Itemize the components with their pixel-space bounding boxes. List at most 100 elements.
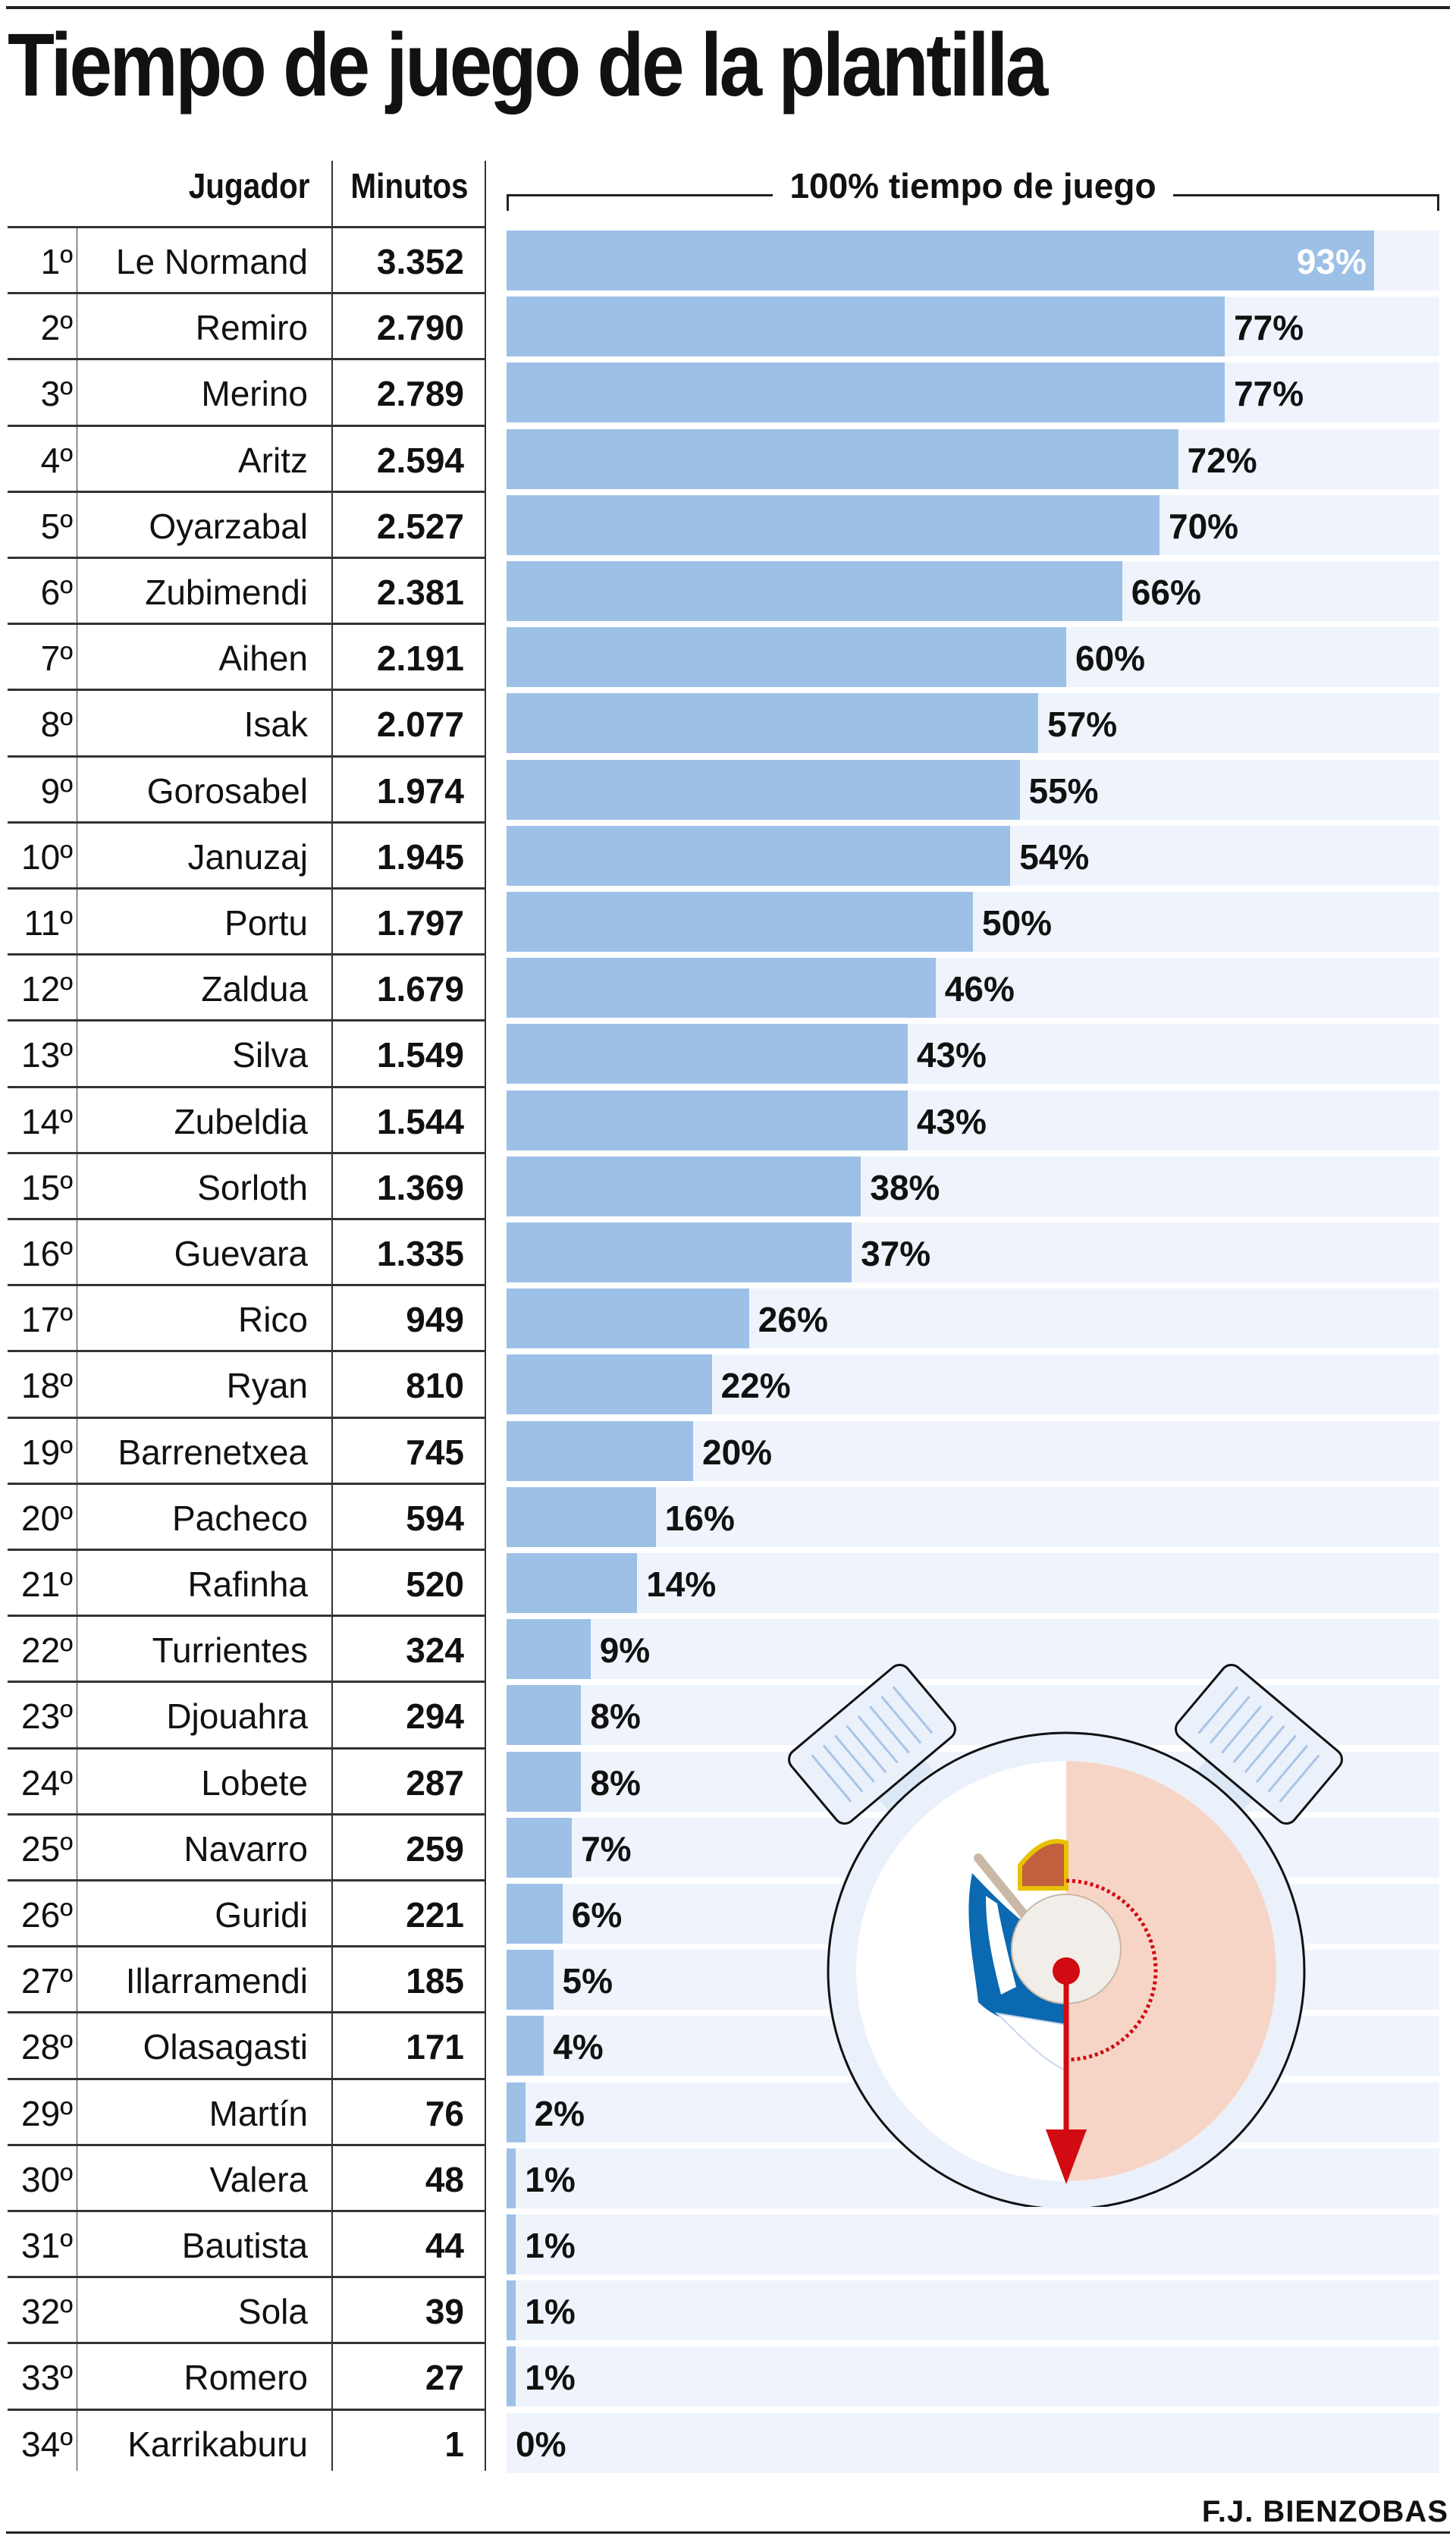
player-name: Lobete xyxy=(201,1762,308,1803)
table-row: 16º Guevara 1.335 37% xyxy=(0,1218,1456,1285)
bar-label: 50% xyxy=(982,903,1053,943)
rank-cell: 25º xyxy=(21,1828,73,1869)
bar-label: 38% xyxy=(870,1167,940,1207)
header-minutes: Minutos xyxy=(350,166,469,206)
table-row: 4º Aritz 2.594 72% xyxy=(0,424,1456,492)
minutes-cell: 27 xyxy=(425,2358,464,2398)
bar-label: 57% xyxy=(1047,705,1118,745)
bar-label: 0% xyxy=(516,2424,566,2464)
stopwatch-button-right xyxy=(1175,1663,1343,1828)
minutes-cell: 1.549 xyxy=(376,1035,464,1075)
top-rule xyxy=(6,6,1450,9)
bar xyxy=(507,494,1159,555)
rank-cell: 21º xyxy=(21,1565,73,1604)
row-separator xyxy=(8,424,485,427)
player-name: Guridi xyxy=(215,1895,308,1935)
row-separator xyxy=(8,1549,485,1551)
rank-cell: 18º xyxy=(21,1366,73,1406)
rank-cell: 32º xyxy=(21,2292,73,2332)
bar xyxy=(507,297,1225,357)
bar xyxy=(507,231,1374,290)
bar-label: 1% xyxy=(525,2159,576,2199)
minutes-cell: 1.974 xyxy=(376,770,464,811)
table-row: 1º Le Normand 3.352 93% xyxy=(0,226,1456,293)
rank-cell: 2º xyxy=(40,308,73,348)
row-separator xyxy=(8,358,485,361)
rank-cell: 1º xyxy=(40,242,73,281)
rank-cell: 31º xyxy=(21,2226,73,2265)
bar-label: 1% xyxy=(525,2358,576,2398)
rank-cell: 9º xyxy=(40,770,73,811)
elapsed-half xyxy=(1066,1761,1276,2181)
row-separator xyxy=(8,953,485,956)
rank-cell: 3º xyxy=(40,374,73,414)
rank-cell: 7º xyxy=(40,639,73,679)
player-name: Ryan xyxy=(226,1366,308,1406)
bar-label: 7% xyxy=(581,1828,632,1869)
row-separator xyxy=(8,1019,485,1022)
stopwatch-pivot xyxy=(1053,1957,1080,1985)
bar xyxy=(507,1156,861,1216)
table-row: 15º Sorloth 1.369 38% xyxy=(0,1151,1456,1219)
table-row: 34º Karrikaburu 1 0% xyxy=(0,2408,1456,2476)
minutes-cell: 2.527 xyxy=(376,506,464,546)
minutes-cell: 48 xyxy=(425,2159,464,2199)
bar-track: 93% xyxy=(507,231,1439,290)
minutes-cell: 3.352 xyxy=(376,242,464,281)
player-name: Remiro xyxy=(195,308,308,348)
bar-label: 2% xyxy=(534,2093,585,2133)
bar-label: 70% xyxy=(1169,506,1239,546)
bar xyxy=(507,1619,591,1680)
bar-label: 77% xyxy=(1234,374,1304,414)
bar-label: 8% xyxy=(590,1696,641,1737)
bar-track: 20% xyxy=(507,1420,1439,1481)
minutes-cell: 259 xyxy=(406,1828,464,1869)
bar-track: 1% xyxy=(507,2214,1439,2274)
bar-track: 70% xyxy=(507,494,1439,555)
bar-label: 72% xyxy=(1187,440,1257,480)
row-separator xyxy=(8,623,485,626)
bar xyxy=(507,892,973,952)
bar xyxy=(507,1817,573,1878)
bottom-rule xyxy=(6,2531,1450,2534)
table-row: 21º Rafinha 520 14% xyxy=(0,1549,1456,1616)
minutes-cell: 221 xyxy=(406,1895,464,1935)
minutes-cell: 2.594 xyxy=(376,440,464,480)
header-bar: 100% tiempo de juego xyxy=(507,165,1439,206)
minutes-cell: 1.544 xyxy=(376,1101,464,1141)
rank-cell: 33º xyxy=(21,2358,73,2398)
rank-cell: 28º xyxy=(21,2027,73,2067)
minutes-cell: 2.077 xyxy=(376,705,464,745)
bar xyxy=(507,825,1011,886)
minutes-cell: 1.679 xyxy=(376,969,464,1009)
row-separator xyxy=(8,1615,485,1618)
row-separator xyxy=(8,821,485,824)
table-row: 17º Rico 949 26% xyxy=(0,1284,1456,1351)
row-separator xyxy=(8,1151,485,1154)
bar-label: 26% xyxy=(758,1300,828,1340)
player-name: Zubimendi xyxy=(145,573,308,612)
bar xyxy=(507,1486,656,1547)
player-name: Karrikaburu xyxy=(127,2424,308,2464)
player-name: Portu xyxy=(224,903,308,943)
bar xyxy=(507,1222,852,1282)
rank-cell: 23º xyxy=(21,1696,73,1737)
row-separator xyxy=(8,226,485,228)
table-row: 18º Ryan 810 22% xyxy=(0,1350,1456,1417)
bar-track: 46% xyxy=(507,958,1439,1018)
rank-cell: 19º xyxy=(21,1432,73,1472)
player-name: Sorloth xyxy=(197,1167,308,1207)
player-name: Rafinha xyxy=(187,1565,308,1604)
table-row: 6º Zubimendi 2.381 66% xyxy=(0,557,1456,624)
bar xyxy=(507,2148,516,2208)
minutes-cell: 2.789 xyxy=(376,374,464,414)
table-row: 8º Isak 2.077 57% xyxy=(0,689,1456,756)
bar xyxy=(507,2214,516,2274)
bar xyxy=(507,1950,554,2010)
bar xyxy=(507,1288,749,1349)
bar-track: 1% xyxy=(507,2280,1439,2341)
table-row: 31º Bautista 44 1% xyxy=(0,2210,1456,2277)
table-row: 7º Aihen 2.191 60% xyxy=(0,623,1456,690)
author-credit: F.J. BIENZOBAS xyxy=(1201,2495,1448,2528)
row-separator xyxy=(8,2011,485,2014)
